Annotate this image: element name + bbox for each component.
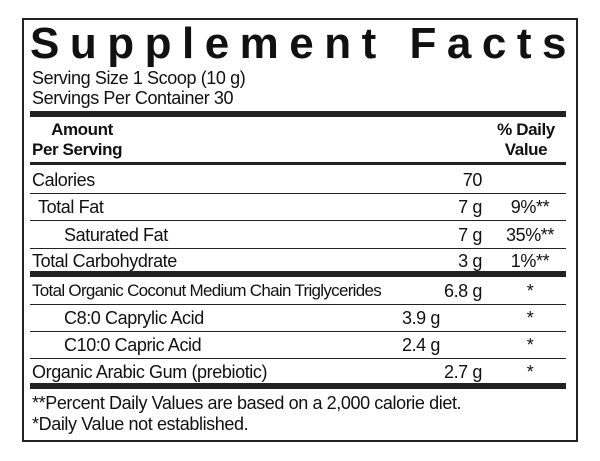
row-daily-value: 9%** [510, 197, 550, 217]
header-daily-value: % Daily [497, 120, 555, 139]
row-daily-value: * [526, 362, 534, 382]
row-amount: 70 [462, 170, 483, 190]
row-daily-value: * [526, 308, 534, 328]
row-name: C8:0 Caprylic Acid [64, 308, 204, 328]
label-border [22, 18, 578, 442]
divider [30, 383, 566, 389]
row-name: Total Carbohydrate [32, 251, 177, 271]
row-daily-value: 1%** [510, 251, 550, 271]
divider [30, 220, 566, 221]
row-name: C10:0 Capric Acid [64, 335, 202, 355]
divider [30, 193, 566, 194]
row-name: Organic Arabic Gum (prebiotic) [32, 362, 268, 382]
row-amount: 2.4 g [401, 335, 440, 355]
servings-per-container: Servings Per Container 30 [32, 88, 234, 108]
row-name: Total Fat [38, 197, 104, 217]
row-amount: 3 g [458, 251, 482, 271]
row-amount: 7 g [458, 197, 482, 217]
divider [30, 331, 566, 332]
row-amount: 7 g [458, 225, 482, 245]
row-daily-value: 35%** [505, 225, 555, 245]
row-name: Saturated Fat [64, 225, 168, 245]
row-name: Total Organic Coconut Medium Chain Trigl… [32, 281, 382, 300]
header-amount: Per Serving [32, 140, 123, 159]
divider [30, 248, 566, 249]
label-title: Supplement Facts [30, 19, 577, 68]
row-daily-value: * [526, 281, 534, 301]
row-amount: 3.9 g [401, 308, 440, 328]
serving-size: Serving Size 1 Scoop (10 g) [32, 68, 246, 88]
divider [30, 271, 566, 277]
divider [30, 162, 566, 165]
footnote: **Percent Daily Values are based on a 2,… [32, 393, 462, 413]
header-daily-value: Value [504, 140, 548, 159]
divider [30, 358, 566, 359]
header-amount: Amount [51, 120, 113, 139]
divider [30, 111, 566, 117]
row-amount: 2.7 g [443, 362, 482, 382]
footnote: *Daily Value not established. [32, 414, 249, 434]
row-name: Calories [32, 170, 95, 190]
row-amount: 6.8 g [443, 281, 482, 301]
divider [30, 304, 566, 305]
row-daily-value: * [526, 335, 534, 355]
